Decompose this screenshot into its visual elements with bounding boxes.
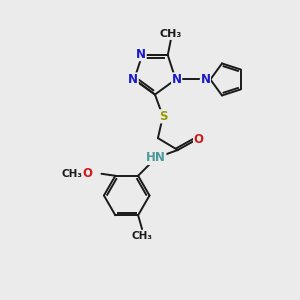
Text: N: N (136, 48, 146, 61)
Text: N: N (172, 73, 182, 86)
Text: N: N (200, 73, 210, 86)
Text: O: O (194, 133, 203, 146)
Text: CH₃: CH₃ (132, 231, 153, 241)
Text: N: N (128, 73, 138, 86)
Text: S: S (159, 110, 167, 123)
Text: CH₃: CH₃ (160, 29, 182, 39)
Text: HN: HN (146, 152, 166, 164)
Text: CH₃: CH₃ (61, 169, 82, 179)
Text: O: O (82, 167, 93, 180)
